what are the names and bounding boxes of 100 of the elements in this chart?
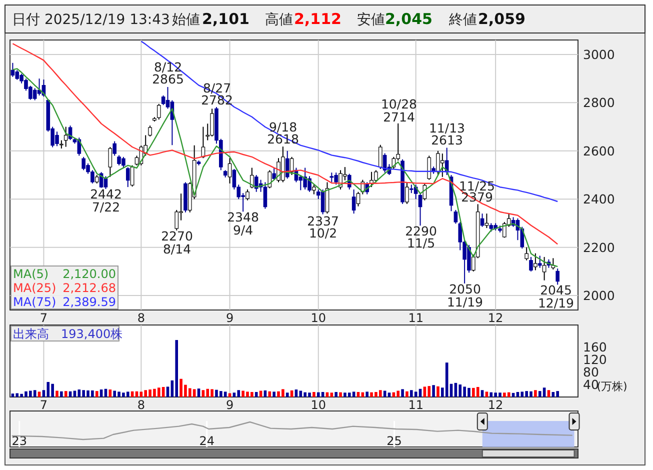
bar	[202, 390, 205, 397]
annotation: 出来高 193,400株	[13, 327, 123, 341]
x-tick-label: 10	[310, 398, 326, 412]
candlestick	[444, 147, 449, 176]
bar	[556, 391, 559, 397]
x-tick-label: 9	[226, 398, 234, 412]
candlestick	[130, 164, 134, 188]
candlestick	[454, 209, 458, 224]
bar	[312, 392, 316, 397]
annotation: 2050 11/19	[446, 282, 484, 310]
bar	[507, 392, 510, 397]
candlestick	[246, 188, 250, 201]
bar	[192, 389, 196, 397]
y-axis-title: (万株)	[596, 380, 628, 393]
bar	[140, 392, 143, 397]
bar	[366, 392, 368, 397]
annotation: 2442 7/22	[90, 186, 122, 214]
bar	[490, 392, 493, 397]
bar	[286, 392, 289, 397]
candlestick	[77, 137, 82, 156]
bar	[410, 390, 413, 397]
bar	[520, 392, 524, 397]
text: 2,059	[478, 10, 526, 28]
candlestick	[405, 182, 409, 204]
bar	[534, 390, 537, 397]
y-tick-label: 120	[583, 352, 607, 367]
candlestick	[174, 209, 179, 231]
text: 終値	[448, 12, 477, 28]
bar	[436, 386, 440, 397]
candlestick	[250, 167, 254, 189]
bar	[166, 386, 170, 397]
bar	[330, 392, 334, 397]
y-tick-label: 2200	[583, 240, 615, 255]
candlestick	[556, 268, 560, 286]
candlestick	[15, 70, 20, 80]
bar	[432, 385, 435, 397]
bar	[339, 392, 342, 397]
x-tick-label: 8	[137, 311, 145, 325]
candlestick	[330, 172, 334, 183]
annotation: 2,212.68	[62, 281, 116, 295]
x-tick-label: 8	[137, 398, 145, 412]
candlestick	[10, 62, 15, 78]
candlestick	[285, 150, 290, 180]
y-tick-label: 2600	[583, 143, 615, 158]
candlestick	[414, 184, 418, 200]
bar	[476, 386, 480, 397]
x-tick-label: 9	[226, 311, 234, 325]
annotation: 2,389.59	[62, 295, 116, 309]
annotation: 10/28 2714	[380, 96, 418, 124]
candlestick	[161, 94, 166, 106]
candlestick	[108, 146, 112, 178]
x-tick-label: 7	[40, 398, 48, 412]
bar	[254, 392, 258, 397]
candlestick	[254, 174, 258, 192]
bar	[46, 382, 50, 397]
text: 2,045	[385, 10, 432, 28]
bar	[383, 390, 386, 397]
bar	[428, 386, 431, 397]
text: 始値	[172, 12, 200, 28]
candlestick	[228, 158, 232, 184]
bar	[56, 390, 58, 397]
candlestick	[268, 170, 272, 189]
candlestick	[104, 176, 108, 190]
annotation: 2337 10/2	[307, 214, 339, 240]
candlestick	[418, 192, 422, 226]
candlestick	[524, 246, 528, 261]
candlestick	[298, 174, 303, 191]
bar	[268, 391, 272, 397]
bar	[237, 390, 240, 397]
x-tick-label: 24	[199, 434, 214, 448]
bar	[414, 392, 418, 397]
text: MA(25)	[13, 281, 56, 295]
text: MA(5)	[13, 267, 49, 281]
x-tick-label: 10	[310, 311, 326, 325]
text: MA(75)	[13, 295, 56, 309]
x-tick-label: 25	[386, 434, 402, 448]
bar	[334, 392, 338, 397]
bar	[60, 391, 63, 397]
bar	[175, 340, 178, 397]
bar	[401, 389, 404, 397]
x-tick-label: 23	[12, 434, 28, 448]
bar	[538, 391, 542, 397]
bar	[542, 388, 546, 397]
candlestick	[156, 103, 161, 120]
annotation: 11/13 2613	[428, 120, 466, 148]
bar	[406, 391, 408, 397]
annotation: 2348 9/4	[227, 210, 259, 238]
candlestick	[263, 182, 268, 210]
y-tick-label: 160	[583, 339, 607, 354]
x-tick-label: 12	[488, 398, 504, 412]
bar	[11, 394, 14, 397]
annotation: 2270 8/14	[161, 228, 193, 256]
candlestick	[352, 188, 356, 214]
annotation: 2290 11/5	[405, 224, 437, 250]
candlestick	[272, 167, 276, 180]
text: 日付 2025/12/19 13:43	[12, 12, 170, 28]
bar	[126, 392, 130, 397]
bar	[224, 392, 227, 397]
bar	[348, 392, 351, 397]
bar	[206, 388, 210, 397]
